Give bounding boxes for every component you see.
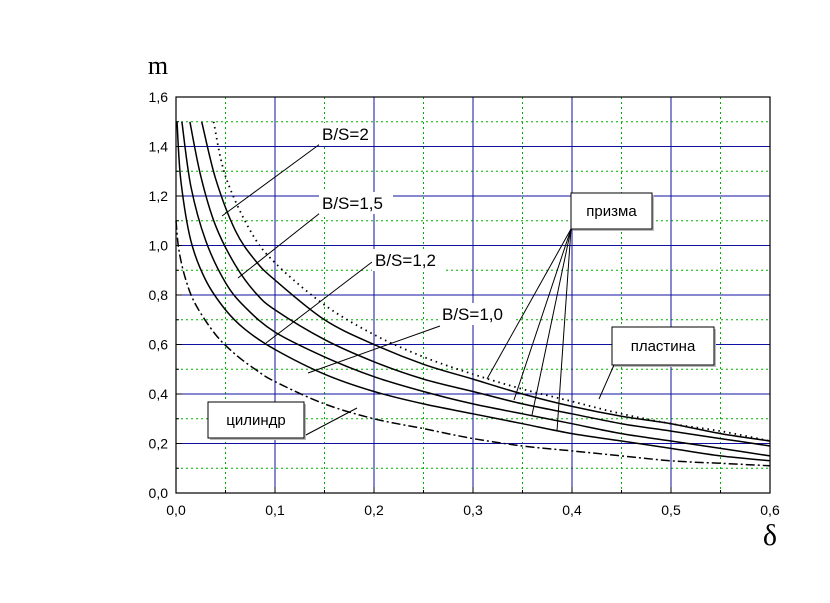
- annotation-box: [611, 326, 715, 366]
- x-axis-label: δ: [763, 519, 777, 552]
- annotation-label-b-s-2: B/S=2: [322, 125, 369, 144]
- y-tick-label: 1,0: [149, 238, 169, 254]
- x-tick-label: 0,2: [364, 502, 384, 518]
- annotation-leader: [513, 228, 572, 401]
- x-tick-label: 0,1: [265, 502, 285, 518]
- y-tick-label: 0,6: [149, 337, 169, 353]
- annotation-leader: [531, 228, 572, 416]
- annotation-label-bg: [319, 192, 393, 214]
- annotation-leader: [221, 143, 321, 217]
- x-tick-label: 0,0: [166, 502, 186, 518]
- annotation-leader: [307, 325, 441, 374]
- y-tick-label: 1,6: [149, 89, 169, 105]
- x-tick-label: 0,5: [661, 502, 681, 518]
- series-line-пластина: [212, 121, 771, 442]
- annotation-label-пластина: пластина: [631, 338, 696, 355]
- annotation-leader: [303, 407, 358, 437]
- annotation-label-bg: [372, 249, 446, 271]
- y-tick-label: 0,8: [149, 287, 169, 303]
- annotation-box: [570, 192, 653, 230]
- series-line-b-s-1-0: [176, 121, 771, 462]
- series-line-b-s-1-2: [181, 121, 771, 457]
- x-tick-label: 0,4: [562, 502, 582, 518]
- y-tick-label: 1,2: [149, 188, 169, 204]
- annotation-leaders: [221, 143, 615, 437]
- annotation-leader: [556, 228, 572, 432]
- annotation-leader: [486, 228, 572, 380]
- annotations: B/S=2 B/S=1,5 B/S=1,2 B/S=1,0 призма пластина…: [207, 123, 716, 440]
- series-line-b-s-1-5: [189, 121, 771, 447]
- y-tick-label: 1,4: [149, 139, 169, 155]
- y-tick-label: 0,0: [149, 485, 169, 501]
- annotation-leader: [598, 364, 615, 400]
- y-axis-label: m: [148, 51, 168, 80]
- x-tick-label: 0,6: [760, 502, 780, 518]
- annotation-leader: [237, 212, 321, 279]
- annotation-leader: [265, 261, 373, 344]
- annotation-label-bg: [319, 123, 373, 145]
- annotation-box: [207, 401, 305, 439]
- annotation-label-b-s-1-2: B/S=1,2: [375, 251, 436, 270]
- x-tick-label: 0,3: [463, 502, 483, 518]
- y-tick-label: 0,4: [149, 386, 169, 402]
- annotation-label-bg: [439, 303, 513, 325]
- axis-tick-labels: 0,0 0,1 0,2 0,3 0,4 0,5 0,6 0,0 0,2 0,4 0,6 0,8 1,0 1…: [149, 89, 780, 518]
- annotation-label-b-s-1-5: B/S=1,5: [322, 194, 383, 213]
- annotation-label-цилиндр: цилиндр: [226, 412, 285, 429]
- annotation-label-b-s-1-0: B/S=1,0: [442, 305, 503, 324]
- series-line-b-s-2: [200, 121, 771, 442]
- annotation-label-призма: призма: [586, 203, 637, 220]
- y-tick-label: 0,2: [149, 436, 169, 452]
